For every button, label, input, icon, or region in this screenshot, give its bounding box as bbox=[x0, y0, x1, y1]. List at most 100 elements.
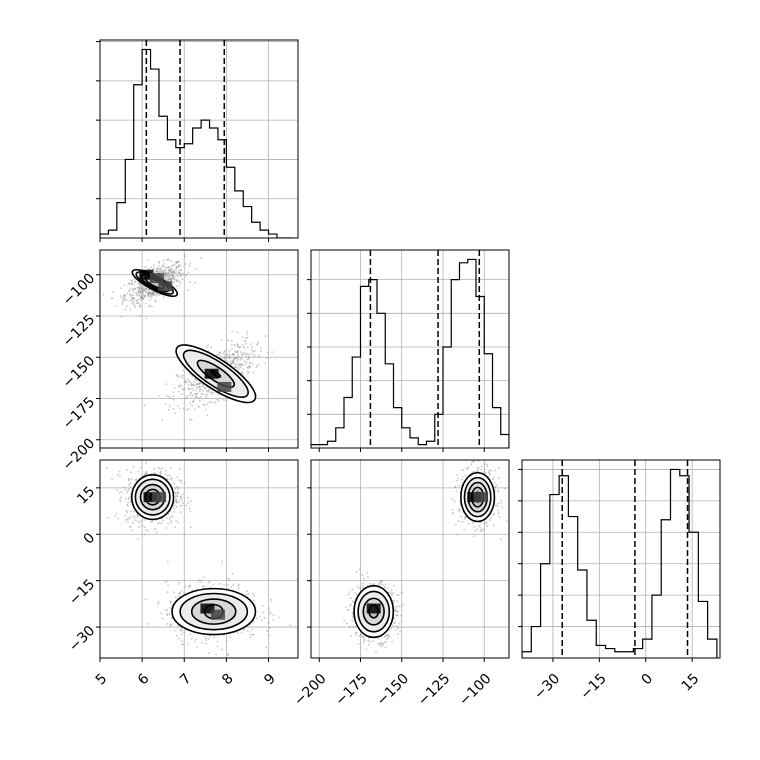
sample-point bbox=[131, 302, 133, 304]
sample-point bbox=[462, 476, 464, 478]
sample-point bbox=[125, 489, 127, 491]
sample-point bbox=[151, 267, 153, 269]
sample-point bbox=[144, 296, 146, 298]
sample-point bbox=[132, 522, 134, 524]
sample-point bbox=[488, 471, 490, 473]
sample-point bbox=[158, 395, 160, 397]
density-peak bbox=[158, 281, 172, 291]
sample-point bbox=[133, 292, 135, 294]
sample-point bbox=[237, 332, 239, 334]
sample-point bbox=[464, 518, 466, 520]
sample-point bbox=[178, 285, 180, 287]
sample-point bbox=[170, 397, 172, 399]
sample-point bbox=[243, 354, 245, 356]
sample-point bbox=[177, 260, 179, 262]
sample-point bbox=[345, 607, 347, 609]
sample-point bbox=[145, 598, 147, 600]
sample-point bbox=[167, 273, 169, 275]
sample-point bbox=[189, 511, 191, 513]
sample-point bbox=[225, 353, 227, 355]
sample-point bbox=[147, 294, 149, 296]
sample-point bbox=[228, 579, 230, 581]
sample-point bbox=[126, 511, 128, 513]
sample-point bbox=[232, 362, 234, 364]
sample-point bbox=[142, 293, 144, 295]
sample-point bbox=[180, 481, 182, 483]
sample-point bbox=[195, 394, 197, 396]
sample-point bbox=[219, 398, 221, 400]
sample-point bbox=[165, 404, 167, 406]
sample-point bbox=[267, 352, 269, 354]
sample-point bbox=[143, 519, 145, 521]
density-peak bbox=[152, 492, 166, 502]
sample-point bbox=[179, 468, 181, 470]
sample-point bbox=[270, 599, 272, 601]
sample-point bbox=[187, 388, 189, 390]
histogram-panel-1-content bbox=[311, 250, 509, 448]
sample-point bbox=[243, 352, 245, 354]
sample-point bbox=[231, 348, 233, 350]
sample-point bbox=[165, 581, 167, 583]
sample-point bbox=[117, 489, 119, 491]
sample-point bbox=[132, 288, 134, 290]
x-tick-label: 5 bbox=[93, 671, 111, 689]
sample-point bbox=[167, 523, 169, 525]
sample-point bbox=[251, 346, 253, 348]
sample-point bbox=[381, 646, 383, 648]
sample-point bbox=[114, 515, 116, 517]
sample-point bbox=[179, 384, 181, 386]
sample-point bbox=[151, 306, 153, 308]
sample-point bbox=[186, 395, 188, 397]
sample-point bbox=[246, 359, 248, 361]
sample-point bbox=[173, 508, 175, 510]
sample-point bbox=[391, 589, 393, 591]
sample-point bbox=[237, 358, 239, 360]
sample-point bbox=[196, 387, 198, 389]
sample-point bbox=[130, 294, 132, 296]
sample-point bbox=[347, 594, 349, 596]
sample-point bbox=[227, 654, 229, 656]
sample-point bbox=[199, 382, 201, 384]
sample-point bbox=[379, 581, 381, 583]
sample-point bbox=[167, 591, 169, 593]
sample-point bbox=[187, 289, 189, 291]
sample-point bbox=[385, 583, 387, 585]
y-tick-label: −175 bbox=[60, 394, 99, 433]
sample-point bbox=[397, 627, 399, 629]
sample-point bbox=[184, 256, 186, 258]
sample-point bbox=[193, 400, 195, 402]
sample-point bbox=[247, 373, 249, 375]
sample-point bbox=[232, 353, 234, 355]
sample-point bbox=[493, 525, 495, 527]
sample-point bbox=[199, 579, 201, 581]
sample-point bbox=[391, 591, 393, 593]
sample-point bbox=[396, 594, 398, 596]
sample-point bbox=[115, 305, 117, 307]
sample-point bbox=[171, 272, 173, 274]
sample-point bbox=[171, 477, 173, 479]
sample-point bbox=[384, 635, 386, 637]
sample-point bbox=[126, 305, 128, 307]
sample-point bbox=[155, 301, 157, 303]
sample-point bbox=[161, 467, 163, 469]
sample-point bbox=[497, 489, 499, 491]
sample-point bbox=[185, 274, 187, 276]
sample-point bbox=[158, 268, 160, 270]
sample-point bbox=[152, 291, 154, 293]
sample-point bbox=[228, 353, 230, 355]
sample-point bbox=[136, 302, 138, 304]
sample-point bbox=[217, 641, 219, 643]
sample-point bbox=[125, 519, 127, 521]
sample-point bbox=[189, 262, 191, 264]
sample-point bbox=[352, 612, 354, 614]
sample-point bbox=[145, 317, 147, 319]
sample-point bbox=[456, 480, 458, 482]
sample-point bbox=[128, 488, 130, 490]
sample-point bbox=[398, 594, 400, 596]
sample-point bbox=[188, 373, 190, 375]
sample-point bbox=[133, 511, 135, 513]
sample-point bbox=[184, 482, 186, 484]
sample-point bbox=[358, 568, 360, 570]
sample-point bbox=[185, 380, 187, 382]
sample-point bbox=[143, 290, 145, 292]
